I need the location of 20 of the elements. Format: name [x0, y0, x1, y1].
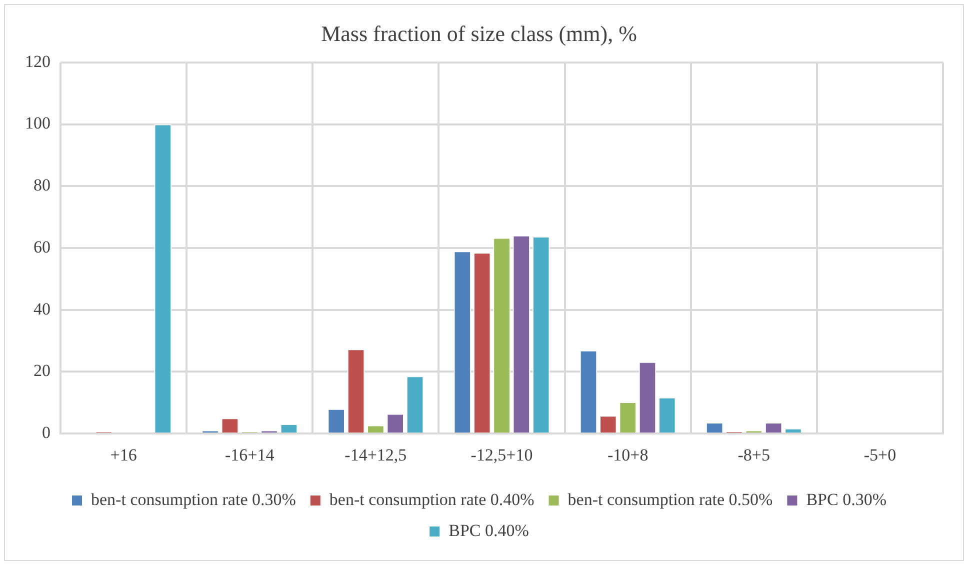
x-tick-label: -8+5	[738, 445, 770, 464]
x-tick-label: +16	[110, 445, 137, 464]
y-tick-label: 120	[25, 52, 50, 71]
y-tick-label: 40	[34, 299, 50, 318]
legend-label: ben-t consumption rate 0.40%	[329, 490, 534, 509]
legend-label: BPC 0.40%	[448, 520, 529, 540]
y-tick-label: 100	[25, 114, 50, 133]
x-tick-label: -14+12,5	[344, 445, 407, 464]
x-tick-label: -10+8	[607, 445, 648, 464]
y-tick-label: 20	[34, 361, 50, 380]
legend-label: ben-t consumption rate 0.30%	[91, 490, 296, 509]
x-tick-label: -16+14	[224, 445, 275, 464]
y-tick-label: 0	[42, 423, 50, 442]
y-tick-label: 80	[34, 176, 50, 195]
legend-label: ben-t consumption rate 0.50%	[568, 490, 773, 509]
y-tick-label: 60	[34, 237, 50, 256]
x-tick-label: -12,5+10	[470, 445, 533, 464]
legend-label: BPC 0.30%	[806, 490, 886, 509]
x-tick-label: -5+0	[864, 445, 896, 464]
chart-title: Mass fraction of size class (mm), %	[321, 20, 637, 46]
